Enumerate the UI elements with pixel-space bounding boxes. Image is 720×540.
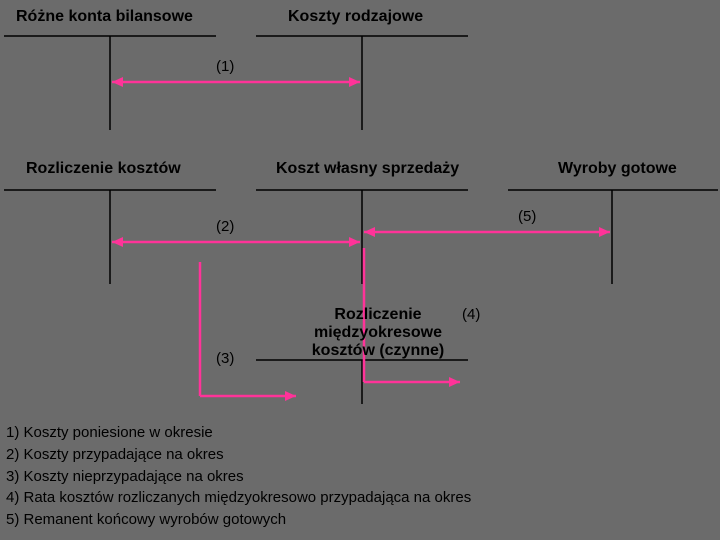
diagram-stage: Różne konta bilansowe Koszty rodzajowe R…	[0, 0, 720, 540]
label-t4: Koszt własny sprzedaży	[276, 160, 459, 178]
label-t6: Rozliczeniemiędzyokresowekosztów (czynne…	[298, 306, 458, 360]
num-5: (5)	[518, 208, 536, 225]
label-t1: Różne konta bilansowe	[16, 8, 193, 26]
label-t5: Wyroby gotowe	[558, 160, 677, 178]
num-2: (2)	[216, 218, 234, 235]
num-3: (3)	[216, 350, 234, 367]
label-t2: Koszty rodzajowe	[288, 8, 423, 26]
num-4: (4)	[462, 306, 480, 323]
legend: 1) Koszty poniesione w okresie2) Koszty …	[6, 422, 471, 531]
num-1: (1)	[216, 58, 234, 75]
label-t3: Rozliczenie kosztów	[26, 160, 181, 178]
